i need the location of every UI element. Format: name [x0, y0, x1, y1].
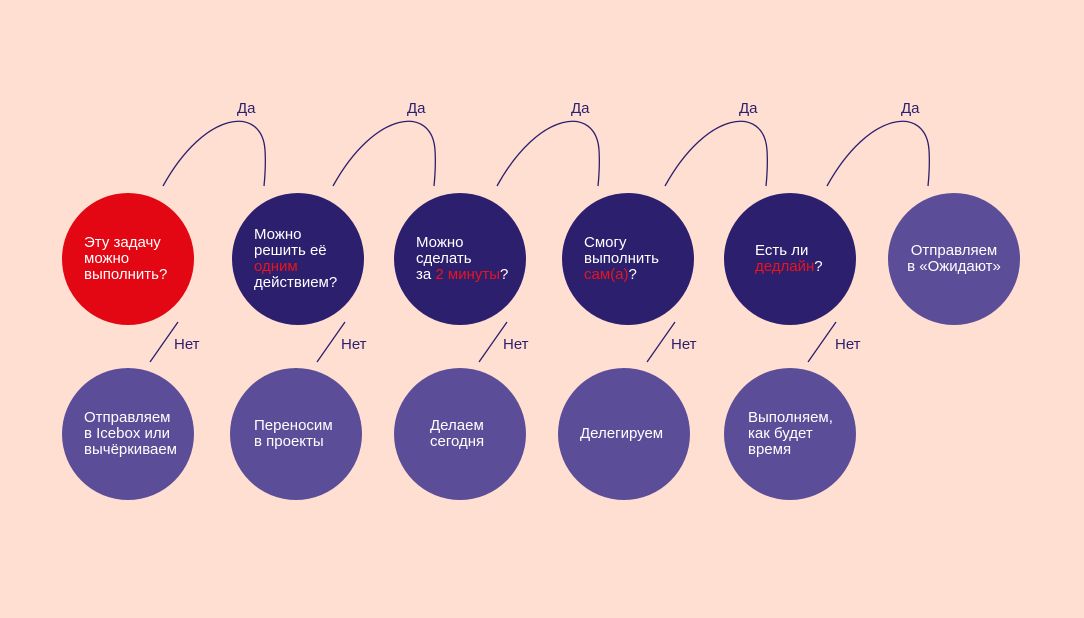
no-label-1: Нет: [174, 336, 200, 353]
question-2-line-2: решить её: [254, 242, 327, 259]
question-3-line-1: Можно: [416, 234, 464, 251]
yes-label-4: Да: [739, 100, 758, 117]
outcome-node-2: Переносим в проекты: [230, 368, 362, 500]
question-1-line-3: выполнить?: [84, 266, 168, 283]
question-node-3: Можно сделать за 2 минуты?: [394, 193, 526, 325]
outcome-2-line-2: в проекты: [254, 433, 324, 450]
outcome-3-line-2: сегодня: [430, 433, 485, 450]
outcome-2-line-1: Переносим: [254, 417, 333, 434]
no-line-5: [807, 321, 837, 363]
yes-label-2: Да: [407, 100, 426, 117]
question-2-line-1: Можно: [254, 226, 302, 243]
yes-arc-1: [162, 120, 267, 187]
yes-label-5: Да: [901, 100, 920, 117]
outcome-node-1: Отправляем в Icebox или вычёркиваем: [62, 368, 194, 500]
yes-arc-2: [332, 120, 437, 187]
question-node-5: Есть ли дедлайн?: [724, 193, 856, 325]
question-5-highlight: дедлайн: [755, 258, 815, 275]
final-line-2: в «Ожидают»: [907, 258, 1001, 275]
no-line-4: [646, 321, 676, 363]
question-4-line-1: Смогу: [584, 234, 627, 251]
outcome-5-line-2: как будет: [748, 425, 813, 442]
question-3-line-3a: за: [416, 266, 436, 283]
question-4-line-2: выполнить: [584, 250, 659, 267]
question-node-2: Можно решить её одним действием?: [232, 193, 364, 325]
question-5-line-1: Есть ли: [755, 242, 809, 259]
outcome-4-line-1: Делегируем: [580, 425, 664, 442]
outcome-node-5: Выполняем, как будет время: [724, 368, 856, 500]
question-node-4: Смогу выполнить сам(а)?: [562, 193, 694, 325]
yes-label-1: Да: [237, 100, 256, 117]
outcome-node-3: Делаем сегодня: [394, 368, 526, 500]
outcome-5-line-1: Выполняем,: [748, 409, 833, 426]
question-3-line-2: сделать: [416, 250, 472, 267]
no-line-2: [316, 321, 346, 363]
no-label-3: Нет: [503, 336, 529, 353]
yes-arc-3: [496, 120, 601, 187]
question-1-line-2: можно: [84, 250, 130, 267]
question-node-1: Эту задачу можно выполнить?: [62, 193, 194, 325]
yes-arc-5: [826, 120, 931, 187]
final-node: Отправляем в «Ожидают»: [888, 193, 1020, 325]
question-3-highlight: 2 минуты: [435, 266, 501, 283]
question-2-line-4: действием?: [254, 274, 338, 291]
question-5-line-2b: ?: [814, 258, 823, 275]
final-line-1: Отправляем: [910, 242, 998, 259]
outcome-1-line-1: Отправляем: [84, 409, 171, 426]
question-4-highlight: сам(а): [584, 266, 629, 283]
outcome-3-line-1: Делаем: [430, 417, 484, 434]
question-1-line-1: Эту задачу: [84, 234, 161, 251]
no-line-1: [149, 321, 179, 363]
question-4-line-3b: ?: [628, 266, 637, 283]
question-2-highlight: одним: [254, 258, 298, 275]
outcome-1-line-3: вычёркиваем: [84, 441, 177, 458]
yes-label-3: Да: [571, 100, 590, 117]
yes-arc-4: [664, 120, 769, 187]
no-label-2: Нет: [341, 336, 367, 353]
outcome-node-4: Делегируем: [558, 368, 690, 500]
question-3-line-3c: ?: [500, 266, 509, 283]
outcome-1-line-2: в Icebox или: [84, 425, 171, 442]
no-label-4: Нет: [671, 336, 697, 353]
no-label-5: Нет: [835, 336, 861, 353]
outcome-5-line-3: время: [748, 441, 792, 458]
no-line-3: [478, 321, 508, 363]
